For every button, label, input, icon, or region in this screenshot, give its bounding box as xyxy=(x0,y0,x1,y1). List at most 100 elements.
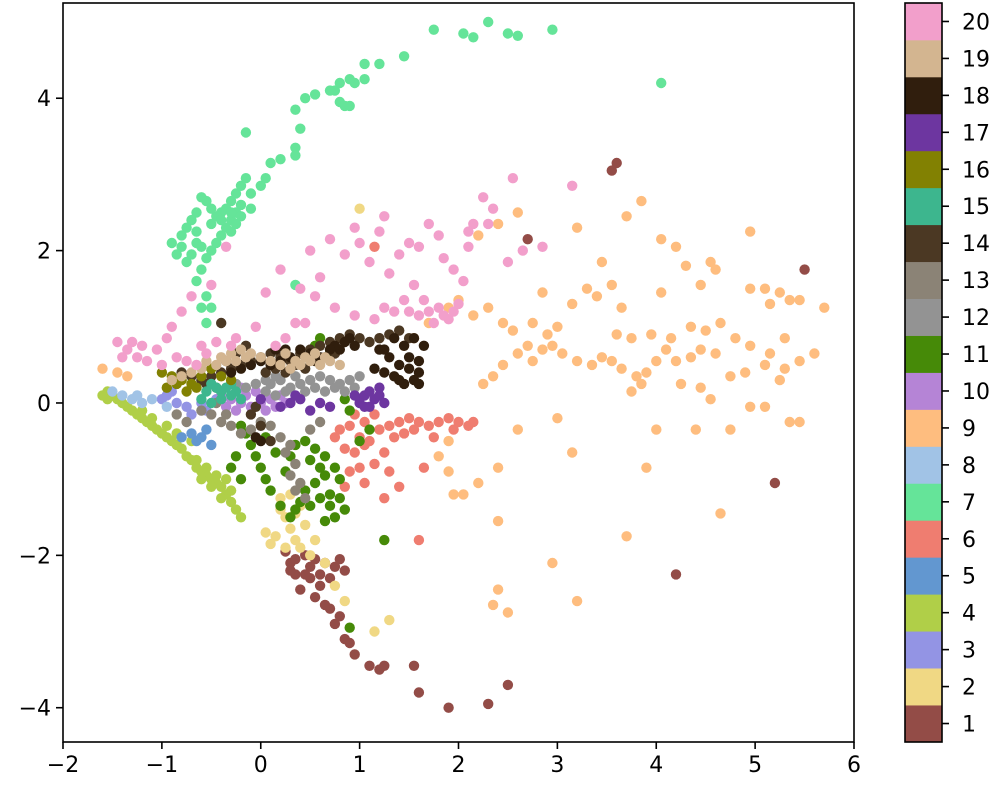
data-point xyxy=(354,203,365,214)
data-point xyxy=(171,397,182,409)
data-point xyxy=(290,458,301,470)
data-point xyxy=(403,363,415,374)
colorbar-swatch xyxy=(905,520,942,558)
data-point xyxy=(497,317,509,329)
data-point xyxy=(413,416,425,428)
data-point xyxy=(413,241,425,252)
colorbar-label: 13 xyxy=(962,269,990,294)
data-point xyxy=(309,534,321,546)
data-point xyxy=(176,443,187,454)
data-point xyxy=(695,279,706,291)
colorbar-label: 4 xyxy=(962,602,976,627)
data-point xyxy=(235,420,247,431)
colorbar-swatch xyxy=(905,187,942,226)
data-point xyxy=(240,352,252,363)
data-point xyxy=(285,470,296,481)
data-point xyxy=(216,481,227,492)
data-point xyxy=(225,340,237,351)
data-point xyxy=(309,592,321,603)
data-point xyxy=(384,466,395,477)
data-point xyxy=(586,359,598,371)
data-point xyxy=(423,306,434,317)
data-point xyxy=(339,394,350,405)
data-point xyxy=(591,291,603,302)
data-point xyxy=(166,237,177,249)
data-point xyxy=(606,165,617,176)
data-point xyxy=(438,310,449,321)
data-point xyxy=(324,85,336,96)
data-point xyxy=(107,386,118,397)
data-point xyxy=(285,363,296,374)
data-point xyxy=(196,432,207,443)
data-point xyxy=(275,493,286,504)
data-point xyxy=(364,660,375,671)
data-point xyxy=(245,424,257,435)
colorbar-swatch xyxy=(905,631,942,669)
data-point xyxy=(344,420,355,431)
data-point xyxy=(235,211,247,222)
data-point xyxy=(216,371,227,382)
data-point xyxy=(186,367,197,378)
data-point xyxy=(112,336,123,348)
data-point xyxy=(483,302,494,313)
data-point xyxy=(305,454,316,466)
data-point xyxy=(468,32,479,43)
data-point xyxy=(305,500,316,511)
data-point xyxy=(571,595,583,607)
colorbar-swatch xyxy=(905,261,942,299)
colorbar-swatch xyxy=(905,594,942,632)
data-point xyxy=(265,485,276,496)
data-point xyxy=(502,28,514,39)
data-point xyxy=(314,416,326,428)
x-tick-label: 5 xyxy=(748,753,762,778)
data-point xyxy=(211,470,222,481)
data-point xyxy=(344,374,355,386)
data-point xyxy=(230,218,242,230)
data-point xyxy=(507,325,519,336)
data-point xyxy=(201,386,212,397)
data-point xyxy=(517,245,528,256)
colorbar-label: 19 xyxy=(962,47,990,72)
data-point xyxy=(314,272,326,283)
data-point xyxy=(344,466,355,477)
data-point xyxy=(290,390,301,401)
data-point xyxy=(443,702,454,713)
data-point xyxy=(507,173,519,184)
data-point xyxy=(245,439,257,451)
data-point xyxy=(270,390,281,401)
data-point xyxy=(295,123,306,134)
data-point xyxy=(512,30,523,41)
data-point xyxy=(334,359,345,371)
data-point xyxy=(492,584,504,595)
data-point xyxy=(354,371,365,382)
data-point xyxy=(191,382,202,393)
data-point xyxy=(201,348,212,359)
data-point xyxy=(339,565,350,576)
data-point xyxy=(97,363,108,374)
data-point xyxy=(196,340,207,351)
data-point xyxy=(280,348,291,359)
data-point xyxy=(206,397,217,409)
data-point xyxy=(206,302,217,313)
data-point xyxy=(122,371,133,382)
data-point xyxy=(216,230,227,241)
data-point xyxy=(201,253,212,264)
data-point xyxy=(230,405,242,416)
data-point xyxy=(225,390,237,401)
x-tick-label: 3 xyxy=(550,753,564,778)
data-point xyxy=(418,462,430,473)
data-point xyxy=(794,294,805,306)
data-point xyxy=(225,462,237,473)
data-point xyxy=(255,180,266,191)
data-point xyxy=(616,302,627,313)
data-point xyxy=(196,405,207,416)
data-point xyxy=(255,394,266,405)
data-point xyxy=(354,333,365,344)
data-point xyxy=(413,534,425,546)
colorbar-label: 17 xyxy=(962,121,990,146)
data-point xyxy=(379,211,390,222)
data-point xyxy=(300,519,311,531)
data-point xyxy=(428,317,439,329)
data-point xyxy=(295,542,306,553)
data-point xyxy=(468,218,479,230)
